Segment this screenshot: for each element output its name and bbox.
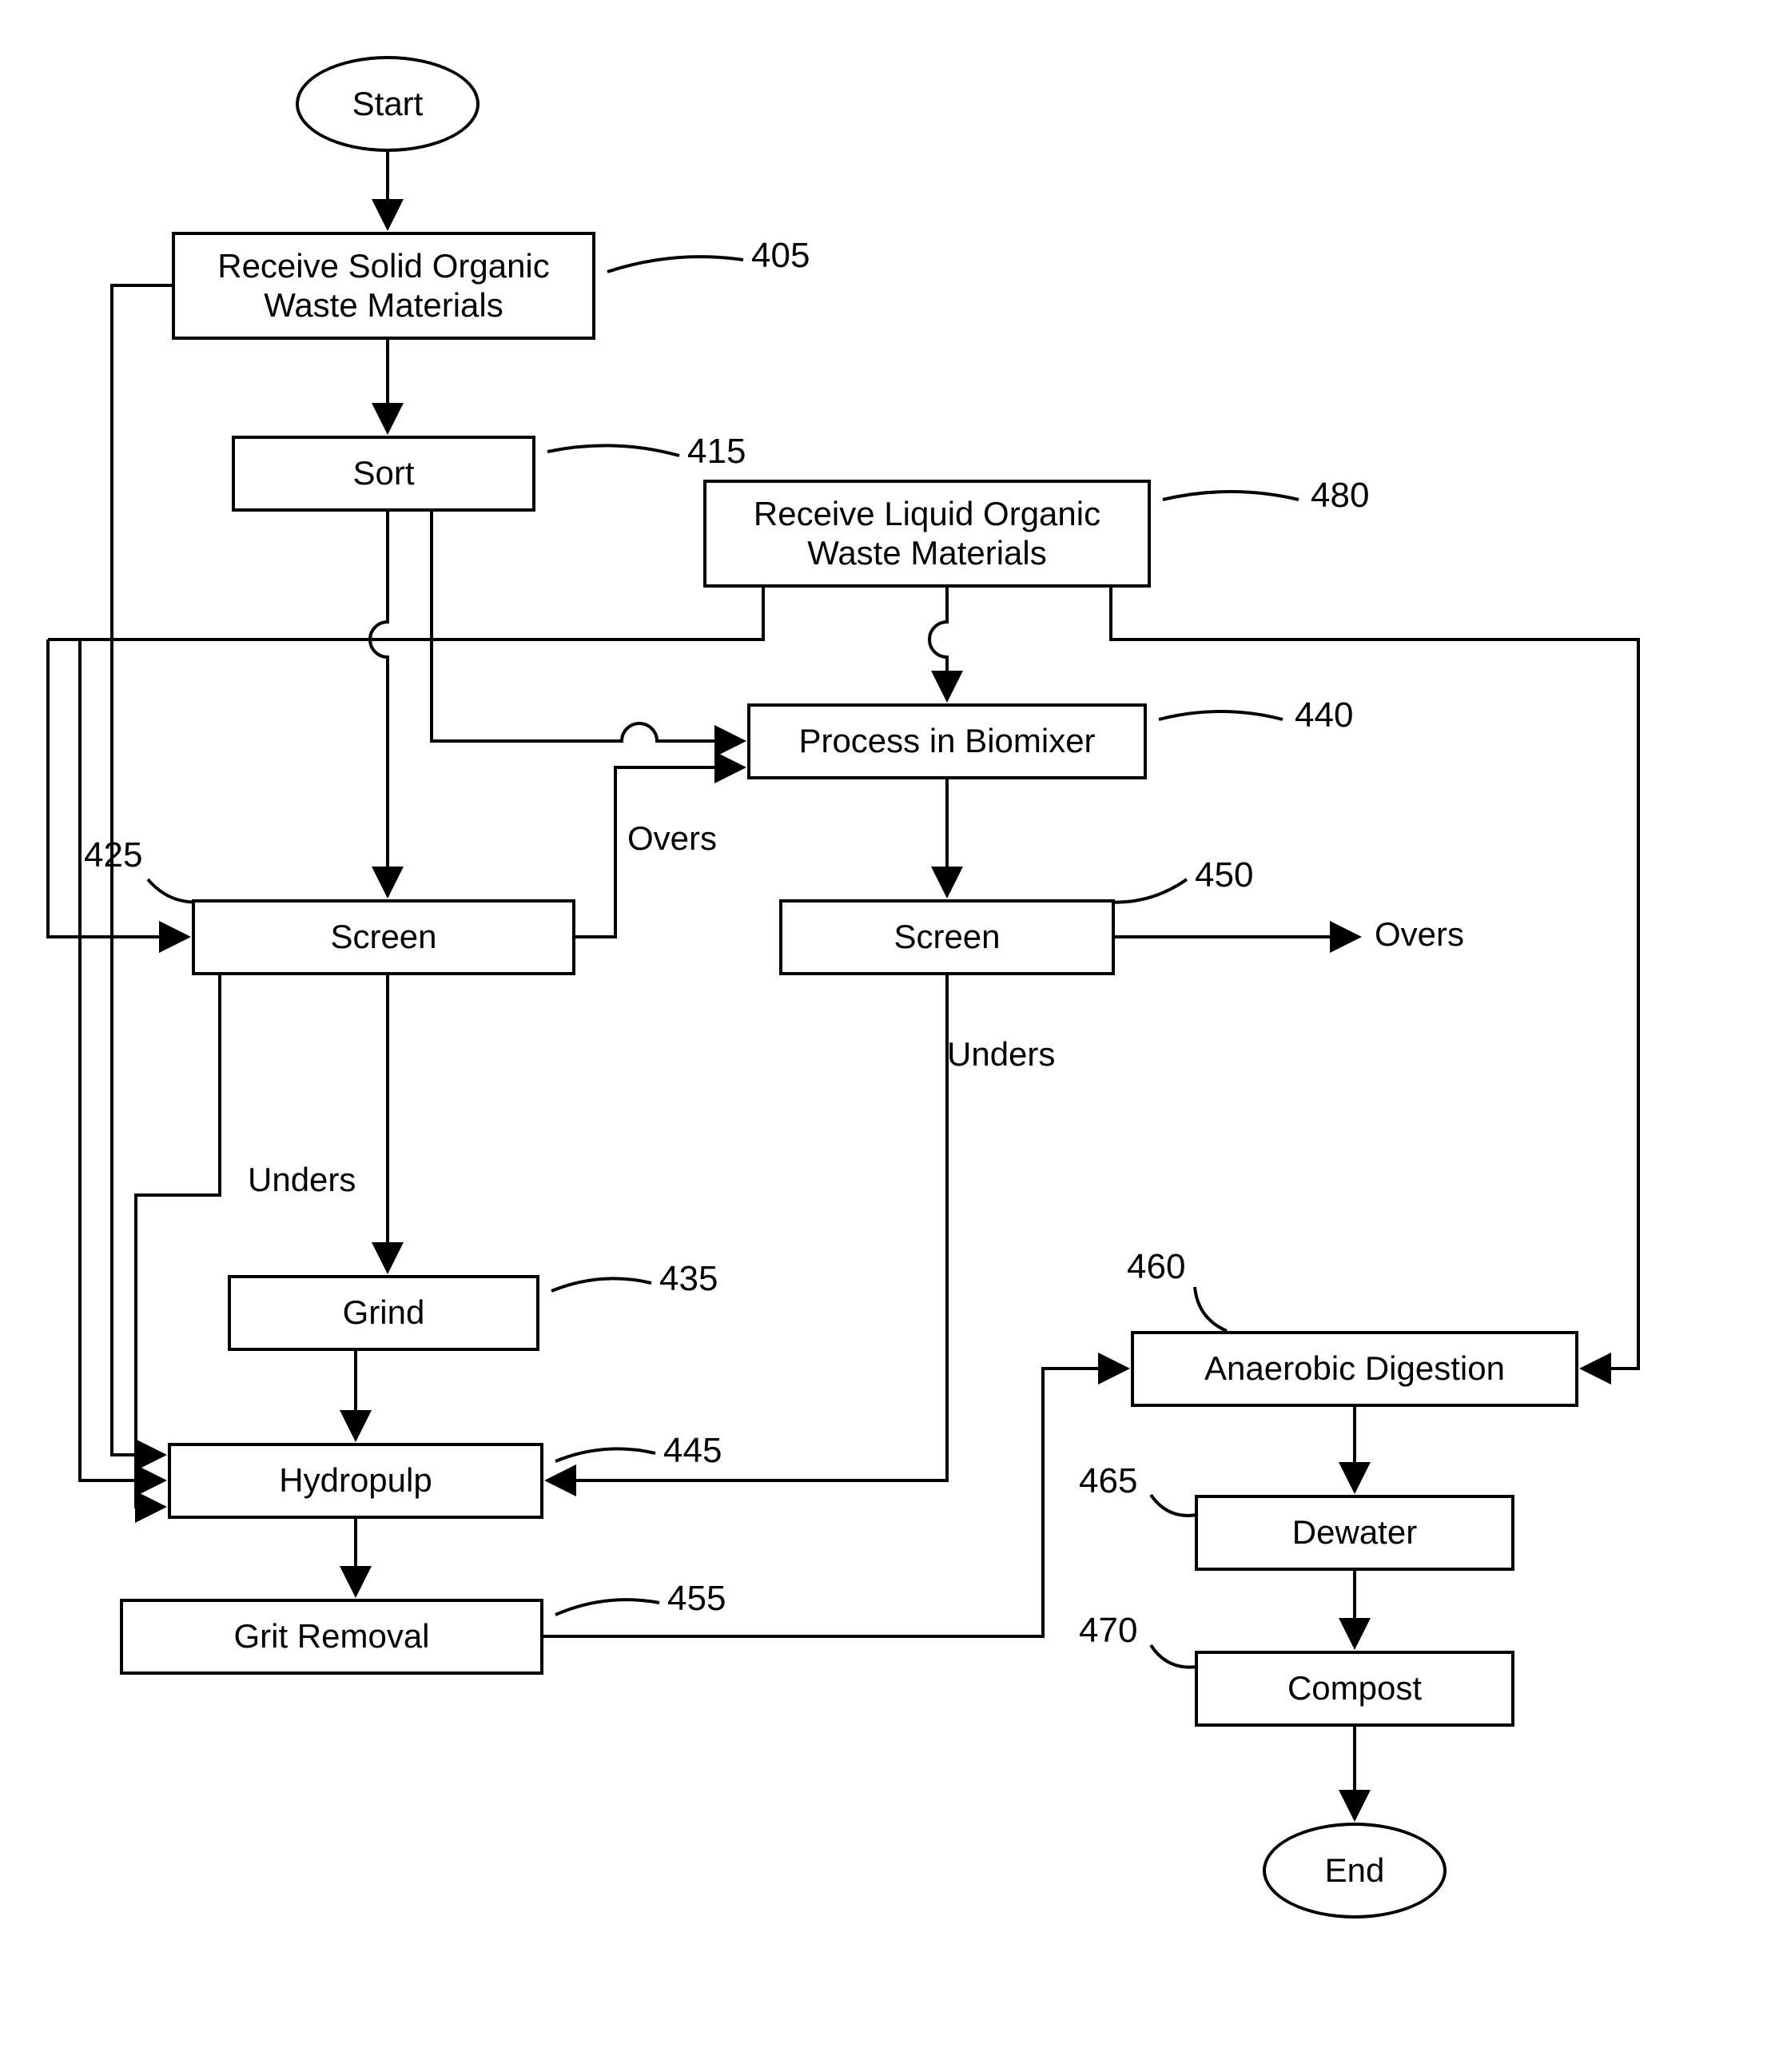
ref-leader — [1163, 492, 1299, 500]
node-label: Screen — [330, 918, 436, 956]
edge — [80, 640, 164, 1480]
edge — [136, 975, 220, 1507]
edge — [1111, 588, 1638, 1369]
node-n450: Screen — [779, 899, 1115, 975]
ref-label-455: 455 — [667, 1579, 726, 1619]
node-label: Process in Biomixer — [798, 722, 1095, 760]
node-n460: Anaerobic Digestion — [1131, 1331, 1578, 1407]
ref-label-405: 405 — [751, 236, 810, 276]
ref-leader — [551, 1278, 651, 1291]
node-label: Sort — [352, 454, 414, 492]
ref-leader — [547, 445, 679, 456]
ref-leader — [1151, 1495, 1197, 1516]
ref-leader — [1195, 1287, 1227, 1331]
node-n405: Receive Solid OrganicWaste Materials — [172, 232, 595, 340]
node-label: Receive Liquid Organic — [754, 495, 1100, 533]
node-label: Receive Solid Organic — [217, 247, 550, 285]
ref-label-460: 460 — [1127, 1247, 1185, 1287]
node-label: Waste Materials — [807, 534, 1047, 572]
node-n440: Process in Biomixer — [747, 703, 1147, 779]
ref-label-465: 465 — [1079, 1461, 1137, 1501]
ref-label-425: 425 — [84, 835, 142, 875]
ref-label-415: 415 — [687, 432, 746, 472]
ref-leader — [1103, 879, 1187, 903]
node-n415: Sort — [232, 436, 535, 512]
node-label: Dewater — [1292, 1513, 1417, 1552]
node-label: Screen — [893, 918, 1000, 956]
node-label: Grind — [343, 1293, 425, 1332]
ref-label-470: 470 — [1079, 1611, 1137, 1651]
node-n465: Dewater — [1195, 1495, 1514, 1571]
edge — [432, 512, 743, 741]
ref-label-435: 435 — [659, 1259, 718, 1299]
node-label: Start — [352, 85, 424, 123]
edge — [547, 975, 947, 1480]
node-label: End — [1325, 1851, 1385, 1890]
ref-label-440: 440 — [1295, 695, 1353, 735]
edge-label: Overs — [1375, 915, 1464, 954]
node-label: Anaerobic Digestion — [1204, 1349, 1505, 1388]
node-label: Hydropulp — [279, 1461, 432, 1500]
flowchart-canvas: StartReceive Solid OrganicWaste Material… — [0, 0, 1767, 2072]
ref-leader — [607, 257, 743, 272]
node-n470: Compost — [1195, 1651, 1514, 1727]
edge — [370, 512, 388, 895]
node-start: Start — [296, 56, 480, 152]
node-n480: Receive Liquid OrganicWaste Materials — [703, 480, 1151, 588]
edge — [48, 588, 763, 640]
edge — [543, 1369, 1127, 1636]
node-end: End — [1263, 1823, 1447, 1919]
edge-label: Overs — [627, 819, 717, 858]
ref-leader — [1159, 711, 1283, 719]
ref-leader — [1151, 1645, 1197, 1668]
ref-leader — [555, 1600, 659, 1615]
edge-label: Unders — [947, 1035, 1055, 1074]
ref-label-445: 445 — [663, 1431, 722, 1471]
edge-label: Unders — [248, 1161, 356, 1199]
node-label: Compost — [1287, 1669, 1422, 1707]
edge — [48, 640, 188, 937]
node-label: Grit Removal — [233, 1617, 429, 1656]
ref-label-480: 480 — [1311, 476, 1369, 516]
node-n435: Grind — [228, 1275, 539, 1351]
edge — [929, 588, 947, 699]
node-n445: Hydropulp — [168, 1443, 543, 1519]
node-label: Waste Materials — [264, 286, 503, 325]
ref-leader — [555, 1448, 655, 1461]
node-n425: Screen — [192, 899, 575, 975]
node-n455: Grit Removal — [120, 1599, 543, 1675]
ref-label-450: 450 — [1195, 855, 1253, 895]
